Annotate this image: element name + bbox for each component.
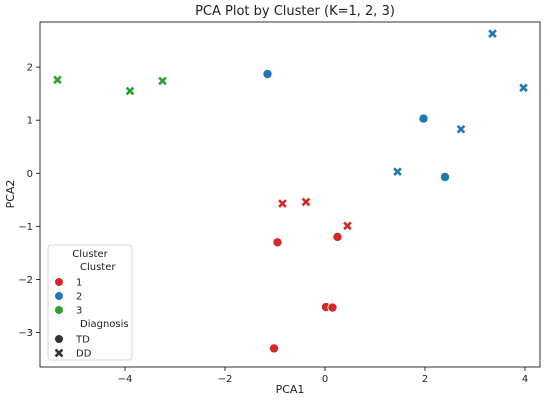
data-point-cluster-1-dd [301, 197, 311, 207]
legend-title: Cluster [72, 249, 108, 260]
legend: Cluster Cluster 1 2 3 Diagnosis TD DD [47, 244, 133, 361]
legend-label-diagnosis-dd: DD [76, 349, 92, 360]
legend-box [47, 244, 133, 361]
data-point-cluster-2-td [418, 113, 429, 124]
legend-label-diagnosis-td: TD [75, 335, 90, 346]
x-tick-label: 0 [322, 374, 328, 385]
legend-label-cluster-2: 2 [76, 292, 82, 303]
legend-marker-diagnosis-td [54, 334, 64, 344]
legend-diagnosis-entries: TD DD [54, 334, 92, 360]
legend-marker-diagnosis-dd [54, 348, 64, 358]
data-point-cluster-1-td [332, 231, 343, 242]
chart-title: PCA Plot by Cluster (K=1, 2, 3) [195, 4, 395, 19]
y-tick-label: −2 [18, 275, 33, 286]
data-point-cluster-2-dd [488, 29, 497, 38]
y-tick-label: −3 [18, 328, 33, 339]
data-point-cluster-3-dd [125, 86, 135, 96]
y-tick-label: −1 [18, 222, 33, 233]
data-point-cluster-2-dd [393, 167, 402, 176]
data-point-cluster-1-dd [343, 221, 352, 231]
legend-cluster-entries: 1 2 3 [54, 277, 82, 317]
y-axis-ticks: −3 −2 −1 0 1 2 [18, 63, 40, 339]
data-point-cluster-1-td [327, 302, 338, 313]
legend-cluster-heading: Cluster [80, 262, 116, 273]
plot-area-frame [39, 21, 541, 368]
data-point-cluster-3-dd [158, 76, 167, 86]
data-point-cluster-1-dd [278, 199, 287, 208]
data-point-cluster-1-td [268, 343, 279, 354]
data-point-cluster-2-td [262, 69, 273, 80]
legend-marker-cluster-1 [54, 277, 64, 287]
y-axis-label: PCA2 [4, 180, 17, 209]
data-point-cluster-1-td [272, 237, 283, 248]
data-point-cluster-3-dd [53, 75, 62, 85]
x-axis-ticks: −4 −2 0 2 4 [118, 367, 528, 385]
data-point-cluster-2-dd [456, 124, 466, 134]
legend-label-cluster-3: 3 [76, 306, 82, 317]
y-tick-label: 1 [27, 116, 33, 127]
y-tick-label: 2 [27, 63, 33, 74]
legend-label-cluster-1: 1 [76, 278, 82, 289]
legend-marker-cluster-2 [54, 291, 64, 301]
x-axis-label: PCA1 [276, 383, 305, 396]
data-point-cluster-2-dd [519, 83, 528, 93]
data-points [53, 29, 528, 354]
x-tick-label: 4 [522, 374, 528, 385]
y-tick-label: 0 [27, 169, 33, 180]
x-tick-label: 2 [422, 374, 428, 385]
legend-marker-cluster-3 [54, 305, 64, 315]
x-tick-label: −2 [218, 374, 233, 385]
data-point-cluster-2-td [439, 171, 450, 182]
x-tick-label: −4 [118, 374, 133, 385]
legend-diagnosis-heading: Diagnosis [80, 319, 129, 330]
